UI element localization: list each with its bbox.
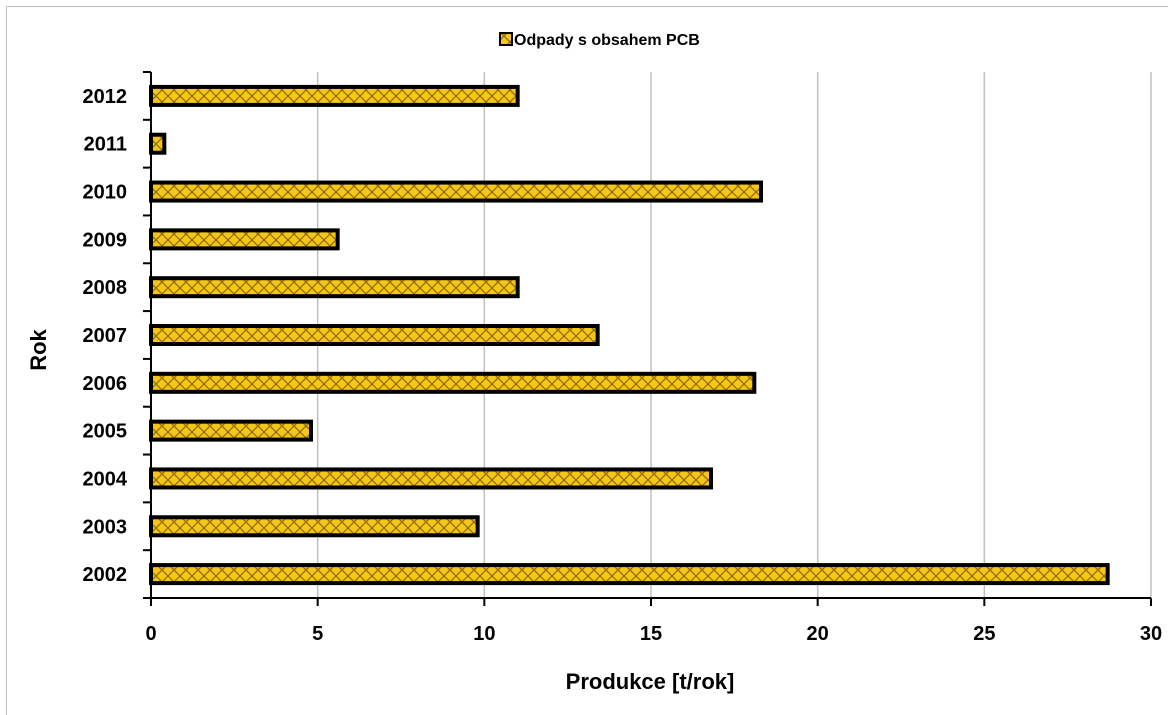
legend-swatch — [499, 32, 513, 46]
bar-2005 — [149, 419, 313, 442]
y-tick-label: 2009 — [83, 229, 128, 251]
x-tick-label: 0 — [145, 623, 156, 645]
x-tick-label: 20 — [807, 623, 829, 645]
y-tick-label: 2005 — [83, 421, 128, 443]
bar-2003 — [149, 515, 480, 538]
y-tick-label: 2008 — [83, 277, 128, 299]
axes — [143, 71, 1152, 606]
legend: Odpady s obsahem PCB — [499, 32, 700, 49]
bar-2010 — [149, 180, 763, 203]
y-tick-label: 2010 — [83, 182, 128, 204]
bar-2006 — [149, 371, 757, 394]
bar-2012 — [149, 84, 520, 107]
x-tick-label: 30 — [1140, 623, 1162, 645]
bars — [149, 84, 1110, 586]
bar-2007 — [149, 324, 600, 346]
bar-2002 — [149, 563, 1110, 586]
bar-2008 — [149, 276, 520, 299]
y-axis-title: Rok — [26, 328, 51, 370]
x-tick-label: 10 — [473, 623, 495, 645]
x-tick-label: 5 — [312, 623, 323, 645]
bar-2009 — [149, 228, 340, 251]
x-tick-label: 25 — [973, 623, 995, 645]
y-tick-label: 2007 — [83, 325, 128, 347]
y-tick-label: 2011 — [84, 134, 127, 156]
bar-2011 — [149, 132, 167, 155]
x-tick-labels: 0 5 10 15 20 25 30 — [145, 623, 1162, 645]
y-tick-label: 2006 — [83, 373, 128, 395]
legend-label: Odpady s obsahem PCB — [514, 32, 700, 49]
x-axis-title: Produkce [t/rok] — [566, 669, 735, 694]
y-tick-labels: 2002 2003 2004 2005 2006 2007 2008 2009 2010 2011… — [83, 86, 128, 586]
x-tick-label: 15 — [640, 623, 662, 645]
bar-2004 — [149, 467, 713, 490]
chart-frame — [6, 6, 1168, 715]
y-tick-label: 2004 — [83, 468, 128, 490]
y-tick-label: 2003 — [83, 516, 128, 538]
y-tick-label: 2002 — [83, 564, 128, 586]
y-tick-label: 2012 — [83, 86, 128, 108]
